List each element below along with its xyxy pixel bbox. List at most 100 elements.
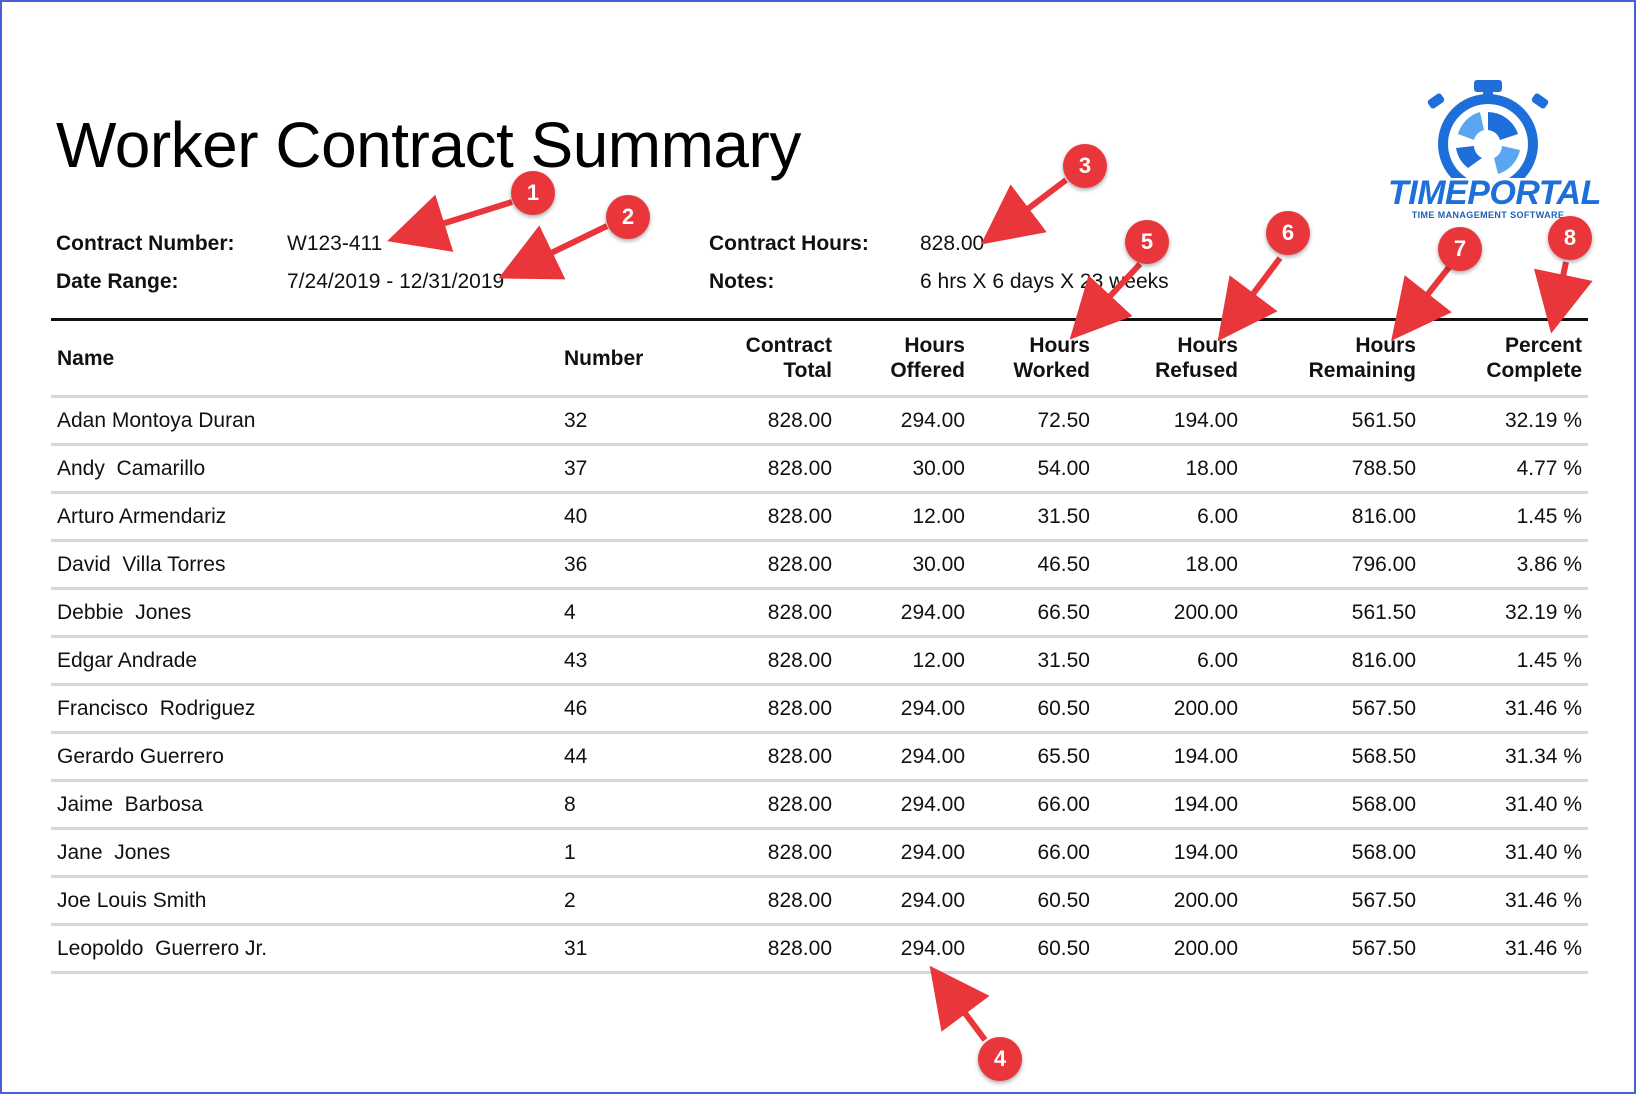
cell-hours-refused: 194.00 xyxy=(1096,828,1244,878)
cell-hours-refused: 200.00 xyxy=(1096,924,1244,974)
cell-number: 4 xyxy=(558,588,678,638)
cell-contract-total: 828.00 xyxy=(678,396,838,446)
cell-hours-remaining: 567.50 xyxy=(1244,876,1422,926)
contract-number-label: Contract Number: xyxy=(56,232,235,255)
cell-number: 2 xyxy=(558,876,678,926)
column-header-name: Name xyxy=(51,319,558,398)
cell-hours-remaining: 567.50 xyxy=(1244,684,1422,734)
cell-number: 31 xyxy=(558,924,678,974)
cell-name: Edgar Andrade xyxy=(51,636,558,686)
cell-contract-total: 828.00 xyxy=(678,828,838,878)
cell-percent-complete: 31.46 % xyxy=(1422,924,1588,974)
column-header-line: Total xyxy=(783,359,832,382)
cell-percent-complete: 1.45 % xyxy=(1422,636,1588,686)
cell-name: Andy Camarillo xyxy=(51,444,558,494)
cell-contract-total: 828.00 xyxy=(678,444,838,494)
column-header-line: Hours xyxy=(904,334,965,357)
table-row: Jane Jones 1 828.00 294.00 66.00 194.00 568.00… xyxy=(51,828,1588,878)
cell-number: 8 xyxy=(558,780,678,830)
cell-number: 32 xyxy=(558,396,678,446)
column-header-hours-worked: Hours Worked xyxy=(971,319,1096,398)
column-header-hours-refused: Hours Refused xyxy=(1096,319,1244,398)
cell-hours-offered: 30.00 xyxy=(838,444,971,494)
cell-hours-remaining: 568.00 xyxy=(1244,828,1422,878)
cell-hours-offered: 294.00 xyxy=(838,780,971,830)
column-header-line: Number xyxy=(564,346,644,370)
column-header-line: Percent xyxy=(1504,334,1582,357)
table-row: Debbie Jones 4 828.00 294.00 66.50 200.00 561.… xyxy=(51,588,1588,638)
column-header-line: Hours xyxy=(1177,334,1238,357)
cell-name: Joe Louis Smith xyxy=(51,876,558,926)
contract-hours-value: 828.00 xyxy=(920,232,985,255)
cell-hours-worked: 72.50 xyxy=(971,396,1096,446)
cell-contract-total: 828.00 xyxy=(678,780,838,830)
column-header-line: Refused xyxy=(1155,359,1238,382)
contract-summary-table: Name Number Contract Total Hours Offered Hours… xyxy=(51,318,1588,974)
cell-hours-remaining: 561.50 xyxy=(1244,396,1422,446)
cell-contract-total: 828.00 xyxy=(678,540,838,590)
cell-hours-refused: 200.00 xyxy=(1096,876,1244,926)
cell-hours-remaining: 567.50 xyxy=(1244,924,1422,974)
stopwatch-icon xyxy=(1427,80,1549,178)
column-header-hours-offered: Hours Offered xyxy=(838,319,971,398)
cell-hours-refused: 18.00 xyxy=(1096,444,1244,494)
cell-contract-total: 828.00 xyxy=(678,924,838,974)
column-header-line: Hours xyxy=(1355,334,1416,357)
notes-value: 6 hrs X 6 days X 23 weeks xyxy=(920,270,1169,293)
callout-badge: 7 xyxy=(1438,227,1482,271)
cell-name: David Villa Torres xyxy=(51,540,558,590)
cell-hours-refused: 200.00 xyxy=(1096,684,1244,734)
contract-number-value: W123-411 xyxy=(287,232,383,255)
cell-hours-offered: 294.00 xyxy=(838,828,971,878)
cell-hours-offered: 294.00 xyxy=(838,732,971,782)
cell-hours-worked: 31.50 xyxy=(971,492,1096,542)
cell-percent-complete: 31.46 % xyxy=(1422,876,1588,926)
cell-hours-offered: 30.00 xyxy=(838,540,971,590)
cell-hours-remaining: 796.00 xyxy=(1244,540,1422,590)
table-row: Gerardo Guerrero 44 828.00 294.00 65.50 194.0… xyxy=(51,732,1588,782)
cell-number: 43 xyxy=(558,636,678,686)
table-row: Francisco Rodriguez 46 828.00 294.00 60.50 20… xyxy=(51,684,1588,734)
column-header-line: Name xyxy=(57,346,115,370)
cell-percent-complete: 32.19 % xyxy=(1422,396,1588,446)
cell-hours-remaining: 561.50 xyxy=(1244,588,1422,638)
cell-name: Adan Montoya Duran xyxy=(51,396,558,446)
cell-hours-remaining: 568.50 xyxy=(1244,732,1422,782)
table-row: Jaime Barbosa 8 828.00 294.00 66.00 194.00 568… xyxy=(51,780,1588,830)
column-header-line: Complete xyxy=(1486,359,1582,382)
table-row: Andy Camarillo 37 828.00 30.00 54.00 18.00 788… xyxy=(51,444,1588,494)
cell-hours-remaining: 568.00 xyxy=(1244,780,1422,830)
table-row: Joe Louis Smith 2 828.00 294.00 60.50 200.00 5… xyxy=(51,876,1588,926)
cell-hours-offered: 294.00 xyxy=(838,684,971,734)
cell-hours-refused: 200.00 xyxy=(1096,588,1244,638)
cell-name: Arturo Armendariz xyxy=(51,492,558,542)
cell-hours-refused: 194.00 xyxy=(1096,396,1244,446)
timeportal-logo: TIMEPORTAL TIME MANAGEMENT SOFTWARE xyxy=(1388,78,1601,228)
logo-tagline: TIME MANAGEMENT SOFTWARE xyxy=(1411,210,1565,220)
cell-hours-remaining: 816.00 xyxy=(1244,636,1422,686)
cell-hours-refused: 6.00 xyxy=(1096,636,1244,686)
cell-hours-remaining: 816.00 xyxy=(1244,492,1422,542)
cell-hours-worked: 60.50 xyxy=(971,924,1096,974)
cell-hours-offered: 12.00 xyxy=(838,636,971,686)
column-header-contract-total: Contract Total xyxy=(678,319,838,398)
callout-badge: 1 xyxy=(511,171,555,215)
cell-hours-worked: 46.50 xyxy=(971,540,1096,590)
cell-hours-worked: 31.50 xyxy=(971,636,1096,686)
table-body: Adan Montoya Duran 32 828.00 294.00 72.50 194… xyxy=(51,396,1588,974)
callout-badge: 8 xyxy=(1548,216,1592,260)
cell-hours-refused: 18.00 xyxy=(1096,540,1244,590)
date-range-value: 7/24/2019 - 12/31/2019 xyxy=(287,270,505,293)
table-row: Adan Montoya Duran 32 828.00 294.00 72.50 194… xyxy=(51,396,1588,446)
arrow-2 xyxy=(498,223,609,280)
cell-percent-complete: 3.86 % xyxy=(1422,540,1588,590)
callout-badge: 3 xyxy=(1063,144,1107,188)
cell-name: Leopoldo Guerrero Jr. xyxy=(51,924,558,974)
arrow-3 xyxy=(980,177,1068,245)
cell-hours-worked: 60.50 xyxy=(971,876,1096,926)
cell-hours-offered: 294.00 xyxy=(838,876,971,926)
column-header-line: Contract xyxy=(745,334,832,357)
column-header-line: Remaining xyxy=(1308,359,1416,382)
cell-hours-worked: 66.00 xyxy=(971,780,1096,830)
